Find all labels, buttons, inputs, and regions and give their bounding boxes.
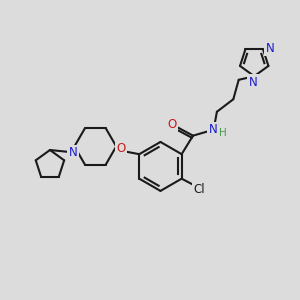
Text: O: O [116, 142, 125, 155]
Text: O: O [167, 118, 177, 131]
Text: H: H [219, 128, 227, 138]
Text: N: N [266, 41, 274, 55]
Text: N: N [208, 123, 217, 136]
Text: N: N [249, 76, 257, 89]
Text: Cl: Cl [194, 183, 206, 196]
Text: N: N [69, 146, 78, 160]
